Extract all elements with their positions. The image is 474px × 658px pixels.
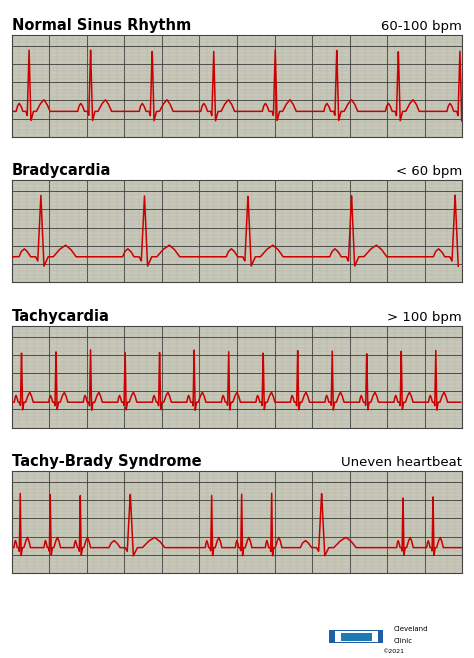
Text: Uneven heartbeat: Uneven heartbeat xyxy=(341,456,462,469)
Text: ©2021: ©2021 xyxy=(383,649,404,654)
Text: < 60 bpm: < 60 bpm xyxy=(396,165,462,178)
Text: Normal Sinus Rhythm: Normal Sinus Rhythm xyxy=(12,18,191,33)
Text: Bradycardia: Bradycardia xyxy=(12,163,111,178)
Bar xyxy=(335,631,378,642)
Text: Cleveland: Cleveland xyxy=(393,626,428,632)
Text: 60-100 bpm: 60-100 bpm xyxy=(381,20,462,33)
Text: Clinic: Clinic xyxy=(393,638,412,644)
Text: Tachy-Brady Syndrome: Tachy-Brady Syndrome xyxy=(12,454,201,469)
Bar xyxy=(341,632,372,641)
Bar xyxy=(329,630,383,644)
Text: > 100 bpm: > 100 bpm xyxy=(387,311,462,324)
Text: Tachycardia: Tachycardia xyxy=(12,309,109,324)
